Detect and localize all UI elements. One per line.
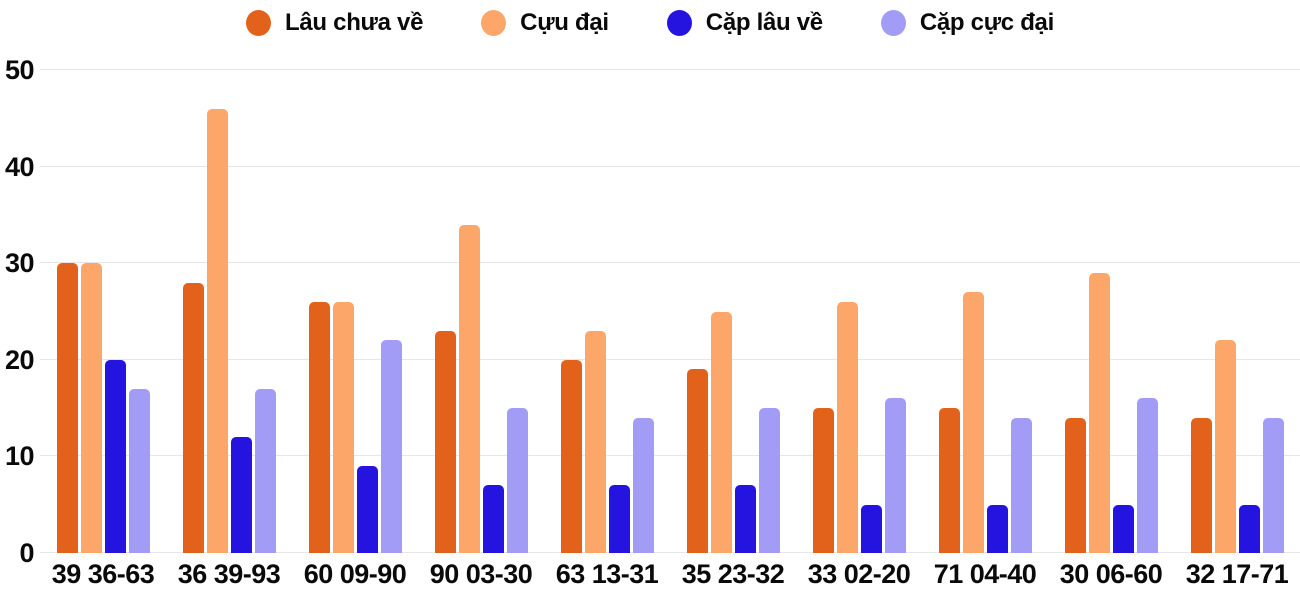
bar-s1-g7[interactable]	[962, 292, 984, 553]
bar-group-1	[166, 70, 292, 553]
x-tick-label-9: 32 17-71	[1185, 559, 1289, 589]
bar-s0-g6[interactable]	[812, 408, 834, 553]
bar-group-2	[292, 70, 418, 553]
bar-s2-g8[interactable]	[1112, 504, 1134, 553]
bar-s3-g3[interactable]	[506, 408, 528, 553]
bar-s0-g0[interactable]	[56, 263, 78, 553]
bar-group-8	[1048, 70, 1174, 553]
legend-label: Cựu đại	[520, 9, 609, 36]
legend-dot-icon	[666, 10, 692, 36]
gridline-10	[40, 455, 1300, 457]
legend-label: Lâu chưa về	[285, 9, 424, 36]
y-tick-label: 50	[4, 55, 35, 85]
bar-groups	[40, 70, 1300, 553]
bar-s3-g4[interactable]	[632, 417, 654, 553]
bar-group-7	[922, 70, 1048, 553]
gridline-50	[40, 69, 1300, 70]
legend-dot-icon	[246, 10, 272, 36]
bar-s0-g5[interactable]	[686, 369, 708, 553]
x-tick-label-3: 90 03-30	[429, 559, 533, 589]
bar-group-3	[418, 70, 544, 553]
gridline-20	[40, 358, 1300, 360]
y-tick-label: 30	[4, 248, 35, 279]
legend-item-3[interactable]: Cặp cực đại	[880, 9, 1054, 37]
gridline-30	[40, 262, 1300, 264]
chart-legend: Lâu chưa về Cựu đại Cặp lâu về Cặp cực đại	[0, 2, 1300, 44]
bar-group-9	[1174, 70, 1300, 553]
bar-chart: 0 10 20 30 40 50	[0, 55, 1300, 568]
bar-s2-g7[interactable]	[986, 504, 1008, 553]
bar-s0-g1[interactable]	[182, 282, 204, 553]
bar-s3-g5[interactable]	[758, 408, 780, 553]
legend-label: Cặp cực đại	[919, 9, 1054, 36]
bar-s1-g3[interactable]	[458, 224, 480, 553]
bar-s1-g5[interactable]	[710, 311, 732, 553]
x-tick-label-0: 39 36-63	[51, 559, 155, 589]
bar-s0-g2[interactable]	[308, 301, 330, 553]
plot-area	[40, 69, 1300, 553]
legend-dot-icon	[481, 10, 507, 36]
legend-item-0[interactable]: Lâu chưa về	[246, 9, 423, 37]
x-tick-label-7: 71 04-40	[933, 559, 1037, 589]
bar-s1-g8[interactable]	[1088, 272, 1110, 553]
bar-s2-g0[interactable]	[104, 359, 126, 553]
bar-s2-g6[interactable]	[860, 504, 882, 553]
bar-s2-g1[interactable]	[230, 437, 252, 553]
y-tick-label: 0	[19, 538, 34, 568]
legend-dot-icon	[880, 10, 906, 36]
bar-s2-g9[interactable]	[1238, 504, 1260, 553]
bar-s2-g3[interactable]	[482, 485, 504, 553]
bar-s0-g8[interactable]	[1064, 417, 1086, 553]
bar-s1-g0[interactable]	[80, 263, 102, 553]
x-axis: 39 36-63 36 39-93 60 09-90 90 03-30 63 13-31…	[40, 554, 1300, 590]
bar-s1-g2[interactable]	[332, 301, 354, 553]
bar-group-6	[796, 70, 922, 553]
x-tick-label-1: 36 39-93	[177, 559, 281, 589]
gridline-40	[40, 165, 1300, 167]
legend-item-2[interactable]: Cặp lâu về	[666, 9, 823, 37]
y-tick-label: 20	[4, 344, 35, 375]
bar-s3-g6[interactable]	[884, 398, 906, 553]
x-tick-label-4: 63 13-31	[555, 559, 659, 589]
bar-s0-g3[interactable]	[434, 330, 456, 553]
bar-group-0	[40, 70, 166, 553]
gridline-0	[40, 552, 1300, 553]
bar-s0-g9[interactable]	[1190, 417, 1212, 553]
bar-s1-g1[interactable]	[206, 108, 228, 553]
bar-s1-g9[interactable]	[1214, 340, 1236, 553]
bar-group-4	[544, 70, 670, 553]
bar-s0-g7[interactable]	[938, 408, 960, 553]
bar-s3-g7[interactable]	[1010, 417, 1032, 553]
y-tick-label: 10	[4, 441, 35, 472]
y-tick-label: 40	[4, 151, 35, 182]
bar-s1-g4[interactable]	[584, 330, 606, 553]
bar-s3-g8[interactable]	[1136, 398, 1158, 553]
x-tick-label-8: 30 06-60	[1059, 559, 1163, 589]
bar-s3-g1[interactable]	[254, 388, 276, 553]
bar-s3-g2[interactable]	[380, 340, 402, 553]
legend-item-1[interactable]: Cựu đại	[481, 9, 609, 37]
bar-s1-g6[interactable]	[836, 301, 858, 553]
x-tick-label-2: 60 09-90	[303, 559, 407, 589]
legend-label: Cặp lâu về	[705, 9, 823, 36]
x-tick-label-5: 35 23-32	[681, 559, 785, 589]
bar-s2-g2[interactable]	[356, 466, 378, 553]
bar-s2-g5[interactable]	[734, 485, 756, 553]
bar-group-5	[670, 70, 796, 553]
bar-s2-g4[interactable]	[608, 485, 630, 553]
bar-s3-g0[interactable]	[128, 388, 150, 553]
x-tick-label-6: 33 02-20	[807, 559, 911, 589]
bar-s3-g9[interactable]	[1262, 417, 1284, 553]
bar-s0-g4[interactable]	[560, 359, 582, 553]
